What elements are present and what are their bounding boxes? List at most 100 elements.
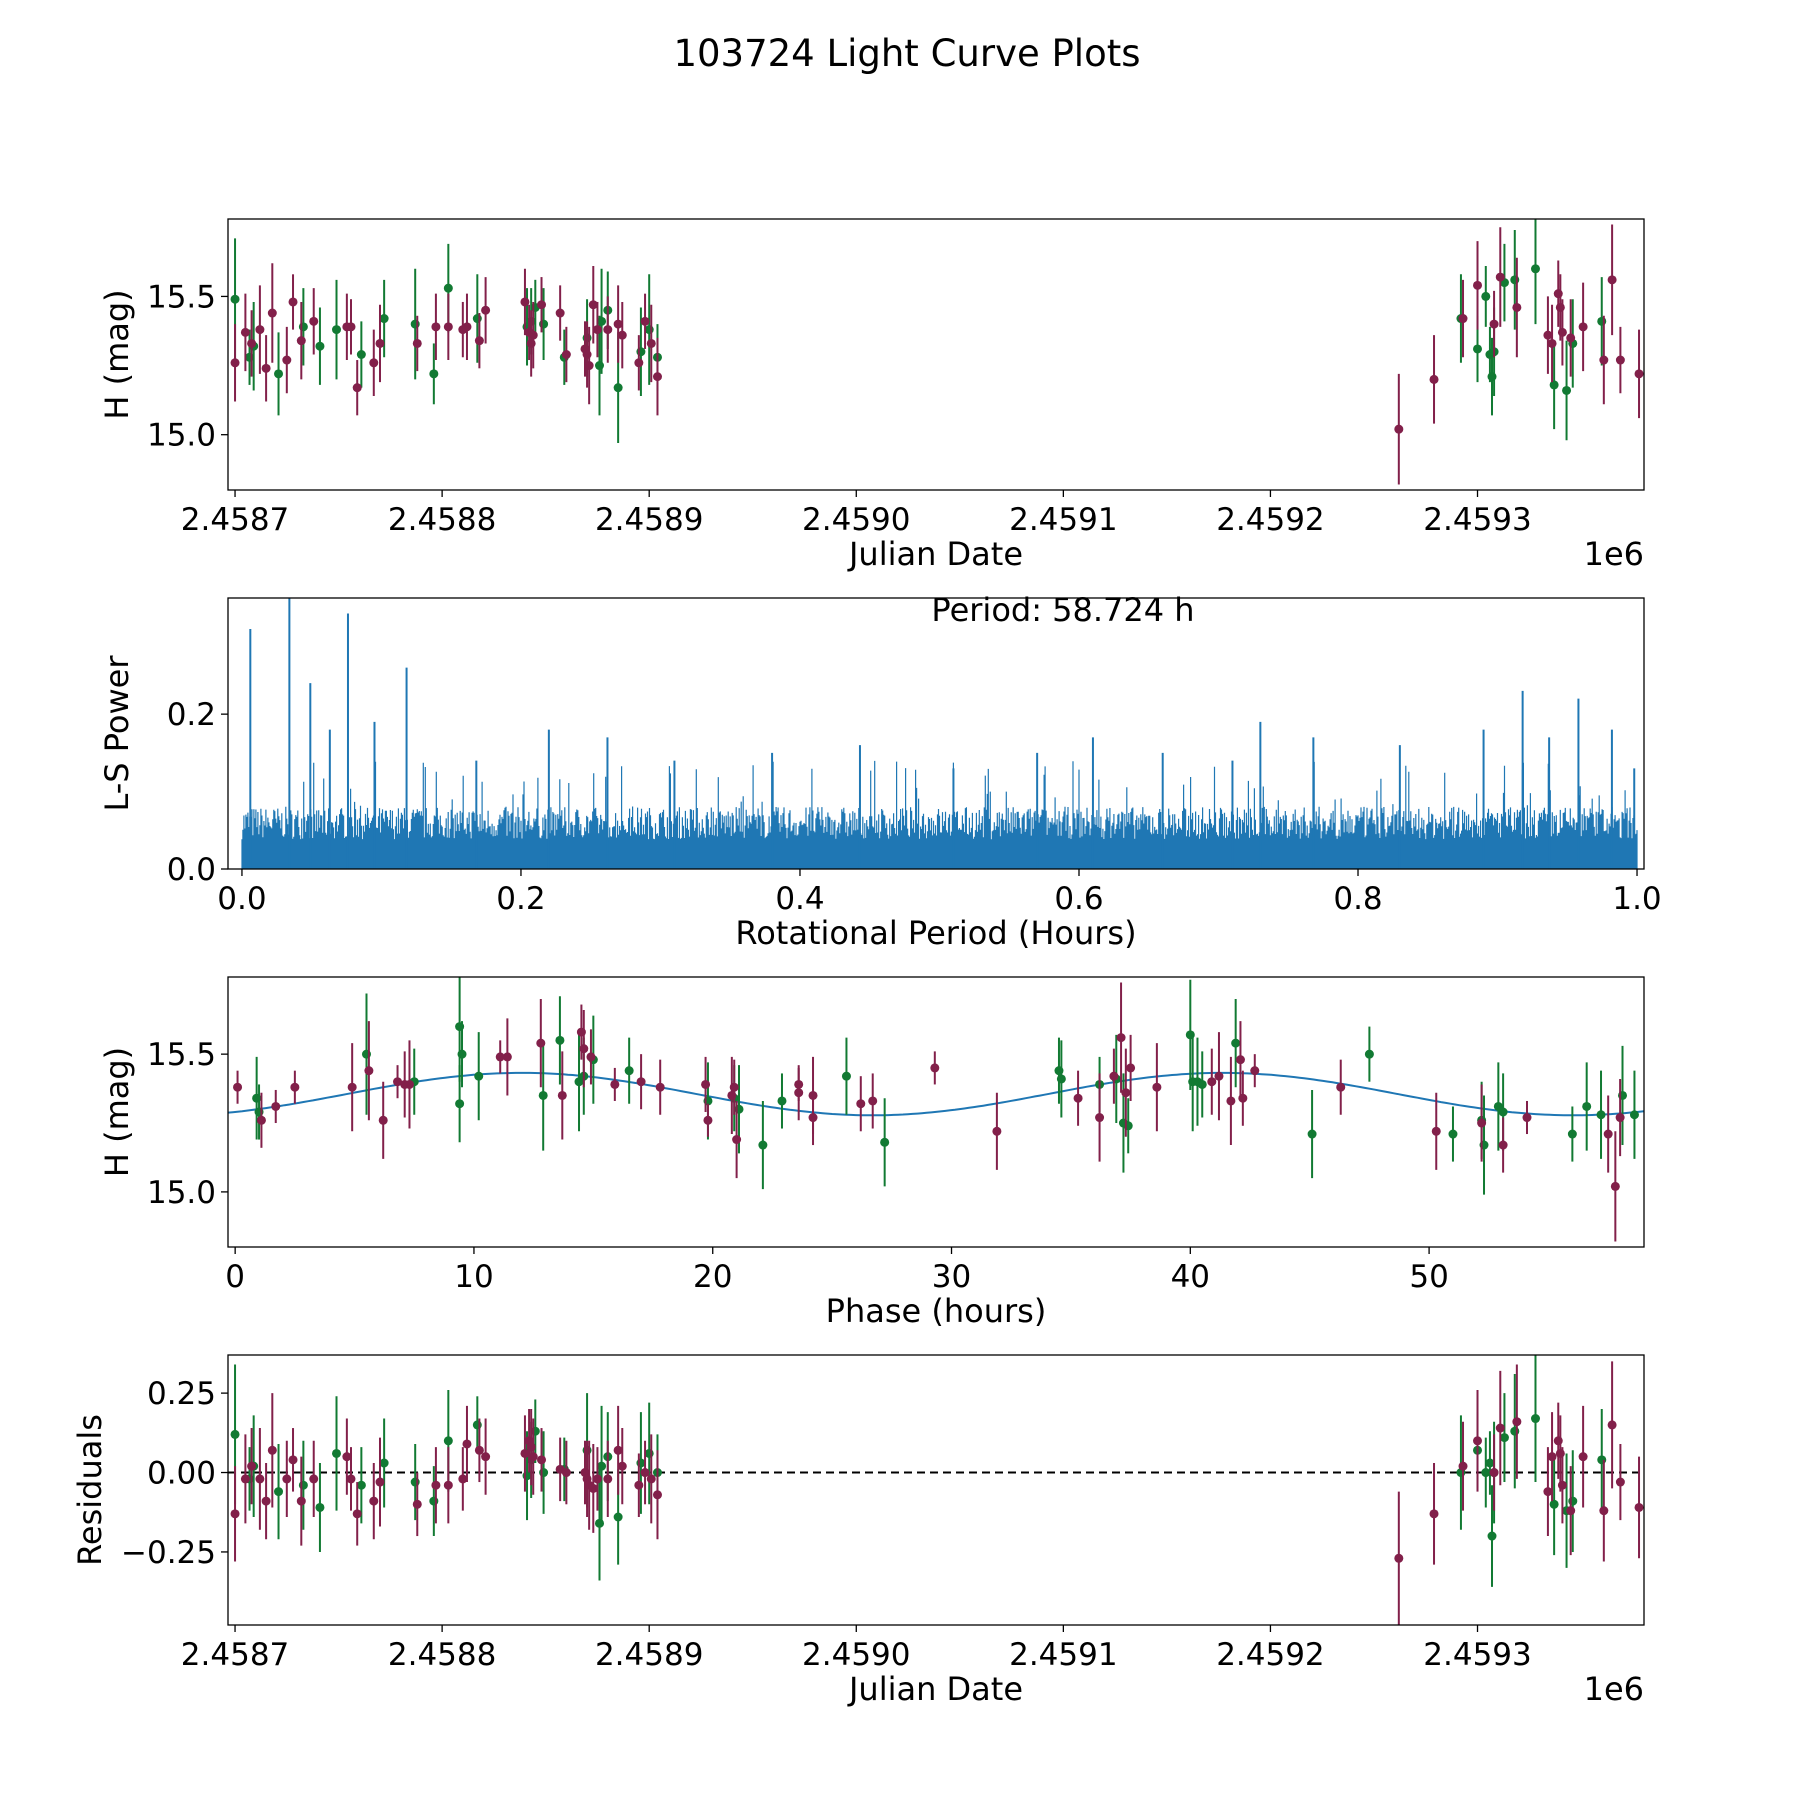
data-point xyxy=(356,350,366,359)
data-point xyxy=(640,316,650,326)
x-axis-label: Phase (hours) xyxy=(826,1292,1047,1330)
series-maroon xyxy=(230,224,1644,485)
data-point xyxy=(868,1096,878,1106)
data-point xyxy=(1095,1113,1105,1123)
series-maroon xyxy=(233,982,1625,1242)
data-point xyxy=(457,1049,467,1059)
data-point xyxy=(613,319,623,329)
data-point xyxy=(288,297,298,307)
data-point xyxy=(288,1455,298,1465)
y-tick-label: 15.0 xyxy=(147,418,216,454)
data-point xyxy=(431,1480,441,1490)
data-point xyxy=(230,358,240,368)
x-tick-label: 2.4590 xyxy=(802,1637,910,1673)
x-tick-label: 2.4590 xyxy=(802,502,910,538)
data-point xyxy=(230,294,240,304)
data-point xyxy=(652,372,662,382)
data-point xyxy=(309,316,319,326)
x-axis-label: Rotational Period (Hours) xyxy=(735,914,1136,952)
data-point xyxy=(1487,372,1497,382)
periodogram-panel: Period: 58.724 h 0.0 0.2 0.4 0.6 0.8 1.0 0.0 0.… xyxy=(98,591,1662,952)
data-point xyxy=(1562,385,1572,395)
data-point xyxy=(298,1480,308,1490)
data-point xyxy=(455,1099,465,1109)
data-point xyxy=(1530,1414,1540,1424)
data-point xyxy=(1473,344,1483,354)
data-point xyxy=(290,1082,300,1092)
data-point xyxy=(561,1468,571,1478)
data-point xyxy=(247,338,257,348)
data-point xyxy=(352,383,362,393)
data-point xyxy=(315,1502,325,1512)
data-point xyxy=(841,1071,851,1081)
data-point xyxy=(930,1063,940,1073)
light-curve-panel: 2.4587 2.4588 2.4589 2.4590 2.4591 2.4592 2.45… xyxy=(98,218,1645,573)
data-point xyxy=(732,1135,742,1145)
data-point xyxy=(579,1044,589,1054)
y-axis-label: Residuals xyxy=(71,1414,109,1566)
data-point xyxy=(1547,1452,1557,1462)
y-axis-label: H (mag) xyxy=(98,289,136,419)
data-point xyxy=(431,322,441,332)
data-point xyxy=(538,1090,548,1100)
data-point xyxy=(1582,1101,1592,1111)
data-point xyxy=(1553,289,1563,299)
data-point xyxy=(613,1445,623,1455)
y-tick-label: 0.00 xyxy=(147,1456,216,1492)
data-point xyxy=(617,1461,627,1471)
data-point xyxy=(597,316,607,326)
data-point xyxy=(296,336,306,346)
x-tick-label: 50 xyxy=(1409,1259,1448,1295)
data-point xyxy=(1549,1499,1559,1509)
data-point xyxy=(1073,1093,1083,1103)
data-point xyxy=(347,1082,357,1092)
data-point xyxy=(1394,1553,1404,1563)
x-tick-label: 0.2 xyxy=(496,881,545,917)
data-point xyxy=(472,1420,482,1430)
data-point xyxy=(474,336,484,346)
data-point xyxy=(410,1477,420,1487)
data-point xyxy=(613,1512,623,1522)
data-point xyxy=(1629,1110,1639,1120)
x-tick-label: 2.4589 xyxy=(595,502,703,538)
data-point xyxy=(1634,369,1644,379)
data-point xyxy=(526,1442,536,1452)
data-point xyxy=(617,330,627,340)
data-point xyxy=(758,1140,768,1150)
x-tick-label: 2.4588 xyxy=(388,1637,496,1673)
data-point xyxy=(1364,1049,1374,1059)
data-point xyxy=(378,1115,388,1125)
data-point xyxy=(1568,1496,1578,1506)
data-point xyxy=(230,1509,240,1519)
x-tick-label: 0.8 xyxy=(1333,881,1382,917)
data-point xyxy=(1473,1436,1483,1446)
phased-light-curve-panel: 0 10 20 30 40 50 15.0 15.5 Phase (hours) H (mag) xyxy=(98,976,1645,1330)
data-point xyxy=(364,1066,374,1076)
data-point xyxy=(462,1439,472,1449)
data-point xyxy=(1597,1455,1607,1465)
x-offset-label: 1e6 xyxy=(1584,1670,1644,1708)
x-axis-label: Julian Date xyxy=(847,535,1023,573)
data-point xyxy=(1578,1452,1588,1462)
y-axis-label: L-S Power xyxy=(98,655,136,812)
data-point xyxy=(1458,1461,1468,1471)
data-point xyxy=(592,325,602,335)
data-point xyxy=(1549,380,1559,390)
data-point xyxy=(375,338,385,348)
x-tick-label: 30 xyxy=(932,1259,971,1295)
data-point xyxy=(1487,1531,1497,1541)
data-point xyxy=(1603,1129,1613,1139)
data-point xyxy=(379,314,389,324)
data-point xyxy=(1543,1487,1553,1497)
data-point xyxy=(472,314,482,324)
data-point xyxy=(296,1496,306,1506)
data-point xyxy=(1607,1420,1617,1430)
data-point xyxy=(346,1474,356,1484)
data-point xyxy=(247,1461,257,1471)
data-point xyxy=(555,308,565,318)
period-annotation: Period: 58.724 h xyxy=(931,591,1194,629)
data-point xyxy=(1615,355,1625,365)
data-point xyxy=(808,1090,818,1100)
data-point xyxy=(640,1468,650,1478)
residuals-frame xyxy=(227,1354,1645,1626)
